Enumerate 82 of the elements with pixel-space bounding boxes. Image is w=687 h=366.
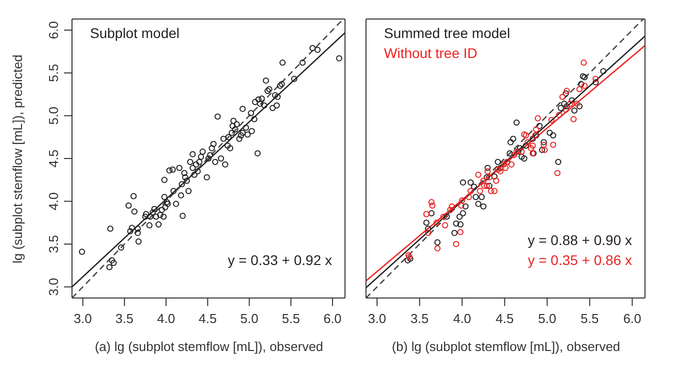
x-tick-label: 3.0 [74, 311, 92, 326]
point [513, 119, 520, 126]
x-tick-label: 5.0 [538, 311, 556, 326]
point [521, 155, 528, 162]
point [518, 154, 525, 160]
text: Without tree ID [384, 44, 478, 63]
point [562, 90, 569, 97]
point [497, 164, 504, 172]
point [480, 203, 486, 210]
point [536, 122, 543, 130]
x-axis-title: (b) lg (subplot stemflow [mL]), observed [390, 339, 622, 354]
point [561, 100, 568, 107]
point [484, 174, 490, 180]
point [530, 136, 536, 142]
point [486, 182, 492, 189]
point [538, 146, 546, 154]
text: Summed tree model [384, 24, 510, 43]
point [540, 139, 547, 146]
point [423, 220, 430, 226]
point [506, 150, 513, 156]
point [453, 220, 460, 227]
point [460, 210, 466, 216]
y-tick-label: 4.0 [46, 192, 61, 210]
point [451, 230, 458, 236]
x-tick-label: 4.0 [453, 311, 472, 326]
point [582, 74, 588, 80]
x-tick-label: 5.0 [240, 311, 258, 326]
point [475, 200, 482, 207]
point [494, 158, 501, 166]
annotation: y = 0.88 + 0.90 x [528, 231, 632, 250]
x-tick-label: 4.5 [496, 311, 514, 326]
x-tick-label: 5.5 [282, 311, 300, 326]
point [457, 221, 464, 228]
x-axis-title: (a) lg (subplot stemflow [mL]), observed [94, 339, 324, 354]
y-tick-label: 6.0 [46, 21, 61, 40]
point [600, 68, 606, 74]
point [478, 194, 485, 200]
x-tick-label: 6.0 [323, 311, 342, 326]
x-tick-label: 4.5 [198, 311, 217, 326]
annotation: y = 0.35 + 0.86 x [528, 251, 632, 270]
x-tick-label: 6.0 [623, 311, 642, 326]
point [456, 214, 463, 220]
y-tick-label: 4.5 [46, 149, 61, 168]
point [564, 103, 570, 110]
annotation: y = 0.33 + 0.92 x [228, 251, 332, 270]
x-tick-label: 4.0 [157, 311, 176, 326]
point [404, 257, 411, 264]
x-tick-label: 3.0 [368, 311, 386, 326]
point [555, 158, 562, 166]
point [462, 203, 469, 210]
x-tick-label: 5.5 [580, 311, 599, 326]
y-axis-title: lg (subplot stemflow [mL]), predicted [10, 54, 25, 263]
y-tick-label: 5.0 [46, 106, 61, 125]
point [546, 130, 553, 136]
point [491, 173, 498, 180]
y-tick-label: 3.5 [46, 235, 61, 254]
x-tick-label: 3.5 [115, 311, 134, 326]
point [434, 239, 441, 246]
point [550, 132, 556, 138]
point [576, 103, 583, 110]
point [510, 136, 516, 142]
point [580, 73, 586, 80]
point [592, 79, 599, 86]
point [508, 139, 514, 146]
point [470, 184, 478, 190]
point [444, 214, 450, 220]
point [424, 226, 432, 232]
point [522, 142, 530, 149]
text: Subplot model [90, 24, 180, 43]
y-tick-label: 5.5 [46, 64, 61, 82]
point [516, 145, 524, 152]
point [578, 80, 584, 88]
point [558, 104, 564, 112]
y-tick-label: 3.0 [46, 278, 61, 296]
point [568, 97, 575, 104]
point [460, 179, 466, 186]
point [428, 210, 435, 216]
x-tick-label: 3.5 [410, 311, 429, 326]
point [468, 179, 474, 186]
point [472, 194, 479, 200]
point [484, 164, 491, 172]
point [571, 107, 578, 114]
